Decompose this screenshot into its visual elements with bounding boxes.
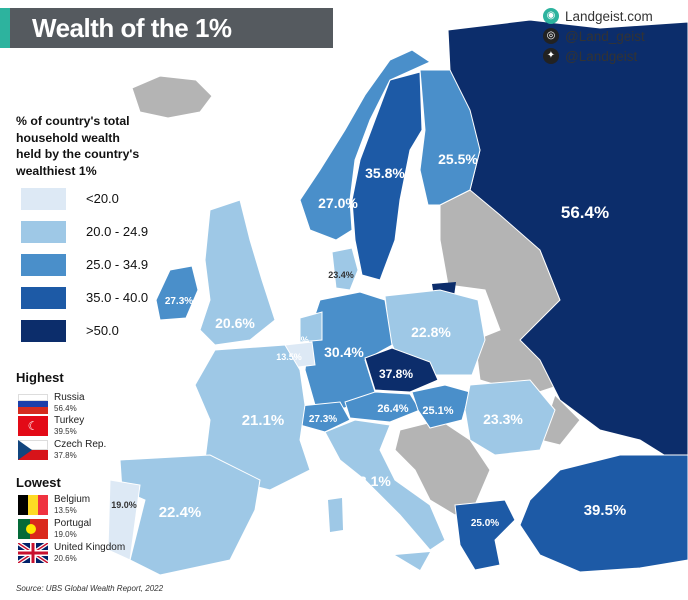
romania-region xyxy=(464,379,556,456)
highest-name: Czech Rep. xyxy=(54,439,107,450)
title-banner: Wealth of the 1% xyxy=(0,8,333,48)
source-note: Source: UBS Global Wealth Report, 2022 xyxy=(16,584,164,593)
label-norway: 27.0% xyxy=(318,195,358,211)
legend-swatch xyxy=(21,254,66,276)
label-finland: 25.5% xyxy=(438,151,478,167)
czech-flag-icon xyxy=(18,440,48,460)
label-hungary: 25.1% xyxy=(422,405,453,417)
portugal-flag-icon xyxy=(18,519,48,539)
finland-region xyxy=(419,69,481,206)
legend-label: >50.0 xyxy=(86,323,119,338)
label-portugal: 19.0% xyxy=(111,500,137,510)
instagram-link[interactable]: ◎ @Land_geist xyxy=(543,28,645,45)
denmark-region xyxy=(331,247,359,291)
ireland-region xyxy=(155,265,199,321)
legend-swatch xyxy=(21,320,66,342)
legend-label: 20.0 - 24.9 xyxy=(86,224,149,239)
label-belgium: 13.5% xyxy=(276,352,302,362)
globe-icon: ◉ xyxy=(543,8,559,25)
page-title: Wealth of the 1% xyxy=(32,13,232,43)
label-poland: 22.8% xyxy=(411,324,451,340)
website-link[interactable]: ◉ Landgeist.com xyxy=(543,8,653,25)
highest-value: 39.5% xyxy=(54,427,77,436)
label-austria: 26.4% xyxy=(377,403,408,415)
sardinia-region xyxy=(328,498,343,532)
turkey-flag-icon: ☾ xyxy=(18,416,48,436)
legend-label: 35.0 - 40.0 xyxy=(86,290,149,305)
label-greece: 25.0% xyxy=(471,518,499,529)
netherlands-region xyxy=(299,311,323,343)
poland-region xyxy=(384,289,486,376)
label-italy: 23.1% xyxy=(351,473,391,489)
label-uk: 20.6% xyxy=(215,315,255,331)
greece-region xyxy=(454,499,516,571)
highest-name: Russia xyxy=(54,392,85,403)
turkey-region xyxy=(519,454,688,573)
highest-heading: Highest xyxy=(16,370,64,385)
highest-value: 37.8% xyxy=(54,451,77,460)
lowest-name: United Kingdom xyxy=(54,542,126,553)
label-switzerland: 27.3% xyxy=(309,414,337,425)
lowest-heading: Lowest xyxy=(16,475,61,490)
legend-title: % of country's total household wealth he… xyxy=(16,114,140,178)
france-region xyxy=(194,344,311,491)
hungary-region xyxy=(411,384,471,429)
label-germany: 30.4% xyxy=(324,344,364,360)
legend-label: <20.0 xyxy=(86,191,119,206)
lowest-value: 20.6% xyxy=(54,554,77,563)
twitter-icon: ✦ xyxy=(543,48,559,65)
uk-flag-icon xyxy=(18,543,48,563)
country-labels: 56.4% 39.5% 37.8% 35.8% 30.4% 26.4% 27.0… xyxy=(111,151,626,529)
highest-name: Turkey xyxy=(54,415,85,426)
label-spain: 22.4% xyxy=(159,504,202,521)
highest-value: 56.4% xyxy=(54,404,77,413)
lowest-name: Belgium xyxy=(54,494,91,505)
belgium-flag-icon xyxy=(18,495,48,515)
lowest-value: 19.0% xyxy=(54,530,77,539)
legend-swatch xyxy=(21,221,66,243)
italy-region xyxy=(324,419,446,551)
russia-flag-icon xyxy=(18,394,48,414)
legend-swatch xyxy=(21,287,66,309)
portugal-region xyxy=(107,479,141,561)
lowest-name: Portugal xyxy=(54,518,92,529)
sicily-region xyxy=(395,552,430,570)
iceland xyxy=(131,75,213,119)
instagram-icon: ◎ xyxy=(543,28,559,45)
label-czech: 37.8% xyxy=(379,367,413,381)
norway-region xyxy=(299,49,432,241)
label-netherlands: 22.7% xyxy=(283,335,309,345)
czech-region xyxy=(364,347,439,393)
label-denmark: 23.4% xyxy=(328,270,354,280)
label-sweden: 35.8% xyxy=(365,165,405,181)
label-russia: 56.4% xyxy=(561,203,609,222)
lowest-value: 13.5% xyxy=(54,506,77,515)
sweden-region xyxy=(351,71,423,281)
label-romania: 23.3% xyxy=(483,411,523,427)
label-france: 21.1% xyxy=(242,412,285,429)
uk-region xyxy=(199,199,276,346)
label-ireland: 27.3% xyxy=(165,296,193,307)
label-turkey: 39.5% xyxy=(584,502,627,519)
legend-swatch xyxy=(21,188,66,210)
twitter-link[interactable]: ✦ @Landgeist xyxy=(543,48,637,65)
legend-label: 25.0 - 34.9 xyxy=(86,257,149,272)
